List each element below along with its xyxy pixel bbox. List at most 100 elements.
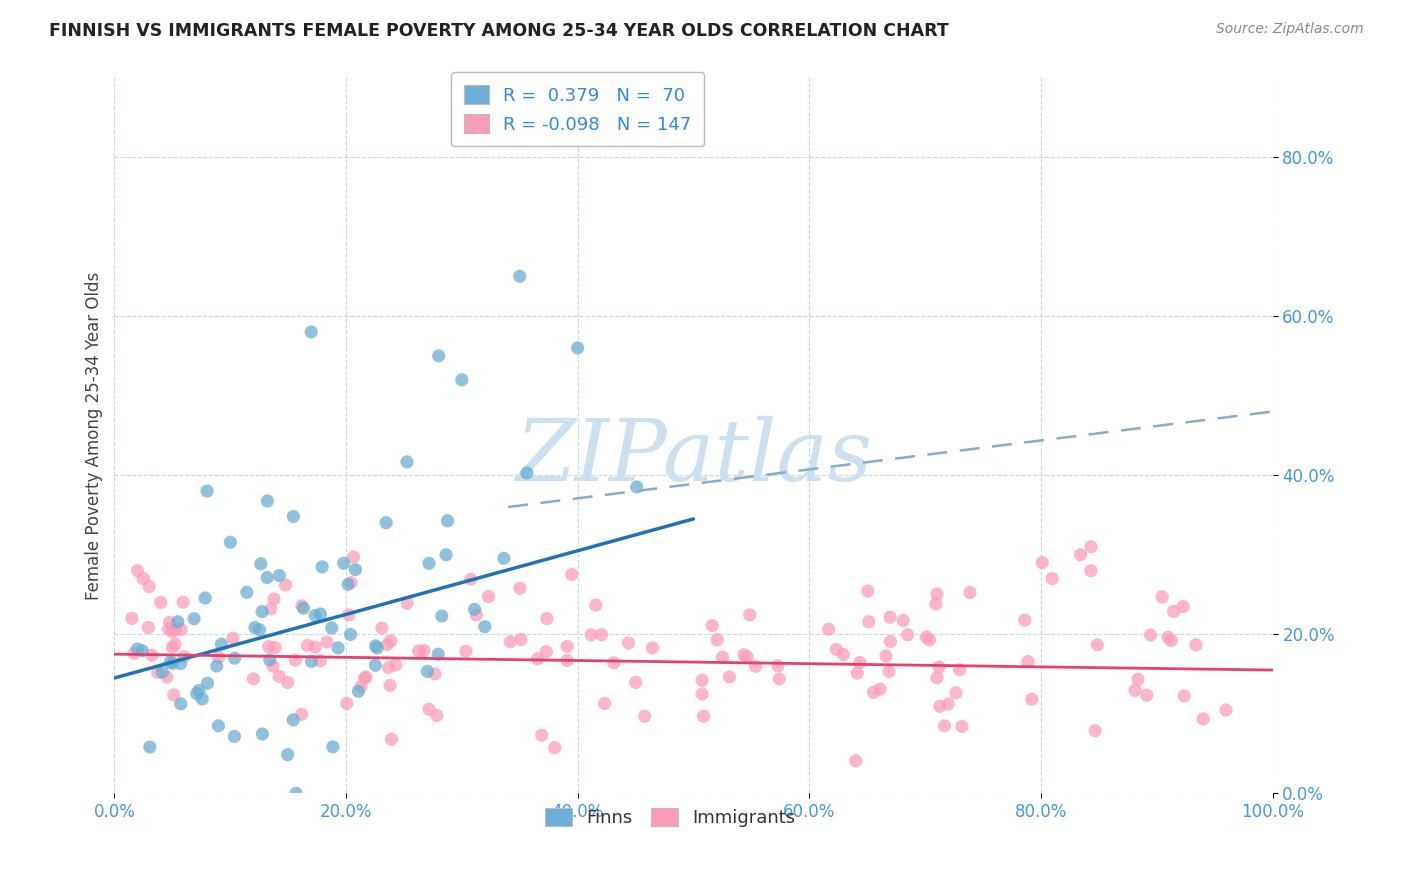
Point (256, 494, 278, 508)
Point (474, 620, 496, 634)
Point (1139, 628, 1161, 642)
Point (364, 658, 387, 673)
Point (249, 557, 271, 571)
Point (427, 647, 450, 661)
Point (283, 713, 305, 727)
Point (499, 634, 522, 648)
Point (948, 663, 970, 677)
Point (122, 646, 145, 660)
Point (1017, 655, 1039, 669)
Point (150, 665, 173, 680)
Point (236, 585, 259, 599)
Point (277, 675, 299, 690)
Point (1192, 712, 1215, 726)
Point (832, 648, 855, 662)
Point (207, 719, 229, 733)
Point (510, 632, 533, 647)
Point (336, 697, 359, 711)
Point (259, 653, 281, 667)
Point (170, 697, 193, 711)
Point (690, 673, 713, 688)
Point (224, 730, 246, 744)
Point (291, 599, 314, 613)
Point (1021, 692, 1043, 706)
Point (408, 644, 430, 658)
Point (718, 670, 741, 684)
Point (1160, 633, 1182, 648)
Point (340, 575, 363, 590)
Point (197, 676, 219, 690)
Point (1136, 688, 1159, 702)
Point (536, 611, 558, 625)
Point (187, 683, 209, 698)
Point (877, 665, 900, 679)
Point (591, 627, 613, 641)
Point (378, 678, 401, 692)
Point (242, 672, 264, 686)
Point (925, 671, 948, 685)
Point (304, 640, 326, 654)
Point (536, 645, 558, 659)
Point (879, 634, 901, 648)
Point (1084, 723, 1107, 738)
Point (477, 590, 499, 604)
Point (186, 687, 208, 701)
Point (626, 480, 648, 494)
Point (1185, 638, 1208, 652)
Point (641, 640, 664, 655)
Y-axis label: Female Poverty Among 25-34 Year Olds: Female Poverty Among 25-34 Year Olds (86, 271, 103, 599)
Legend: Finns, Immigrants: Finns, Immigrants (538, 801, 803, 834)
Point (423, 667, 446, 681)
Point (555, 640, 578, 654)
Point (617, 636, 640, 650)
Point (156, 670, 179, 684)
Point (364, 639, 387, 653)
Point (132, 572, 155, 586)
Point (337, 577, 360, 591)
Point (309, 607, 332, 621)
Point (593, 697, 616, 711)
Point (430, 609, 453, 624)
Point (321, 621, 343, 635)
Point (250, 605, 273, 619)
Point (1087, 638, 1109, 652)
Point (385, 658, 408, 673)
Point (328, 640, 350, 655)
Point (371, 621, 394, 635)
Point (194, 591, 217, 605)
Point (1080, 540, 1102, 554)
Point (149, 595, 172, 609)
Point (733, 648, 755, 662)
Point (297, 639, 319, 653)
Point (249, 623, 271, 637)
Point (936, 697, 959, 711)
Point (332, 556, 354, 570)
Point (1069, 548, 1091, 562)
Point (624, 675, 647, 690)
Point (603, 656, 626, 670)
Point (344, 563, 367, 577)
Point (260, 602, 283, 616)
Point (141, 648, 163, 663)
Point (464, 602, 486, 616)
Point (292, 601, 315, 615)
Point (1163, 604, 1185, 618)
Point (219, 535, 242, 549)
Text: ZIPatlas: ZIPatlas (515, 416, 872, 499)
Point (959, 585, 981, 599)
Point (207, 650, 229, 665)
Point (633, 709, 655, 723)
Point (1031, 556, 1053, 570)
Point (284, 653, 307, 667)
Point (195, 484, 218, 499)
Point (418, 557, 440, 571)
Point (434, 548, 457, 562)
Point (950, 719, 973, 733)
Point (692, 709, 714, 723)
Point (354, 670, 377, 684)
Point (509, 269, 531, 284)
Point (160, 624, 183, 639)
Point (315, 635, 337, 649)
Point (166, 615, 188, 629)
Point (162, 657, 184, 671)
